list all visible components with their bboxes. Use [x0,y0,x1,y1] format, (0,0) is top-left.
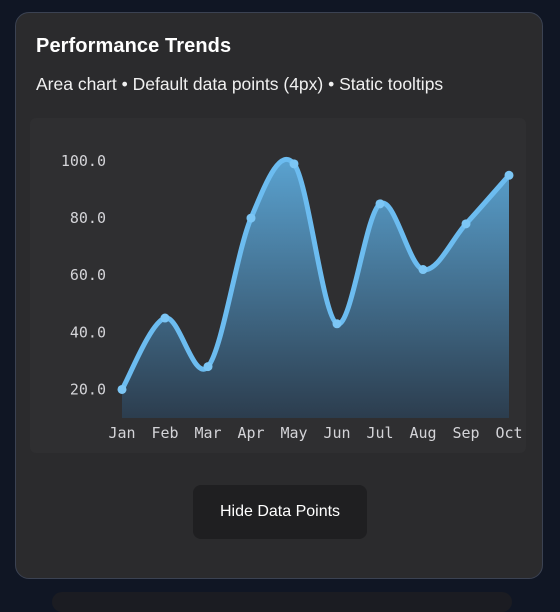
data-point[interactable] [203,362,213,372]
data-point[interactable] [504,170,514,180]
x-tick-label: Feb [151,424,178,442]
series-line [119,156,512,392]
x-tick-label: Sep [452,424,479,442]
area-fill [122,159,509,418]
chart-subtitle: Area chart • Default data points (4px) •… [36,74,444,94]
y-tick-label: 100.0 [61,152,106,170]
chart-area: 20.0 40.0 60.0 80.0 100.0 Jan Feb Mar Apr May Jun… [30,118,526,453]
data-point[interactable] [289,159,299,169]
x-tick-label: Jul [366,424,393,442]
x-tick-label: May [280,424,307,442]
data-point[interactable] [246,213,256,223]
x-tick-label: Jun [323,424,350,442]
data-point[interactable] [332,319,342,329]
area-chart: 20.0 40.0 60.0 80.0 100.0 Jan Feb Mar Apr May Jun… [61,152,523,442]
bottom-bar [52,592,512,612]
data-point[interactable] [160,313,170,323]
toggle-data-points-button[interactable]: Hide Data Points [193,485,367,539]
data-point[interactable] [418,265,428,275]
y-tick-label: 60.0 [70,266,106,284]
x-tick-label: Apr [237,424,264,442]
x-tick-label: Aug [409,424,436,442]
chart-card: Performance Trends Area chart • Default … [15,12,543,579]
data-point[interactable] [117,384,127,394]
x-tick-label: Jan [108,424,135,442]
y-tick-label: 80.0 [70,209,106,227]
chart-title: Performance Trends [36,35,232,57]
y-tick-label: 20.0 [70,380,106,398]
x-tick-label: Oct [495,424,522,442]
data-point[interactable] [461,219,471,229]
data-point[interactable] [375,199,385,209]
x-tick-label: Mar [194,424,221,442]
y-tick-label: 40.0 [70,323,106,341]
